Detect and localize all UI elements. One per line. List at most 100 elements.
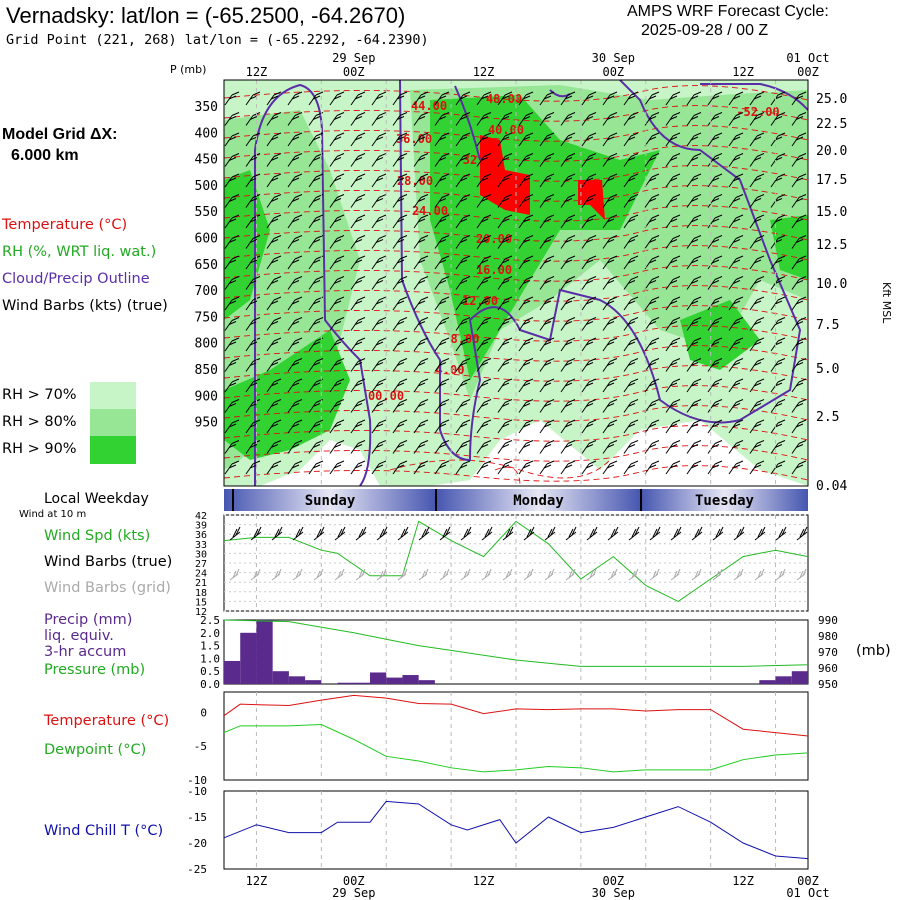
- wind-barb-flag: [774, 403, 783, 407]
- wind-barb-flag: [270, 464, 279, 469]
- wind-barb-staff: [245, 197, 254, 208]
- wind-barb-flag: [546, 419, 555, 424]
- wind-barb: [728, 440, 744, 454]
- wind-barb-flag: [441, 112, 450, 116]
- precip-bar: [272, 671, 289, 684]
- wind-barb: [665, 317, 681, 331]
- wind-barb-flag: [420, 399, 429, 403]
- wind-barb-staff: [518, 361, 527, 372]
- wind-barb: [287, 112, 303, 126]
- wind-barb-flag: [564, 259, 573, 264]
- wind-barb-flag: [231, 112, 240, 116]
- wind-barb-flag: [672, 255, 681, 260]
- wind-barb: [791, 235, 807, 249]
- wind-barb: [623, 337, 639, 352]
- wind-barb: [665, 91, 681, 106]
- surface-wind-barb: [649, 526, 661, 541]
- wind-barb: [581, 337, 597, 352]
- wind-barb-flag: [651, 460, 660, 465]
- top-hour-label: 12Z: [246, 65, 268, 79]
- wind-barb-flag: [354, 177, 363, 182]
- wind-barb-flag: [336, 194, 345, 198]
- wind-barb-flag: [396, 300, 405, 305]
- wind-barb-flag: [480, 444, 489, 448]
- wind-barb-flag: [525, 317, 534, 321]
- wind-barb: [518, 214, 534, 229]
- wind-barb-flag: [459, 382, 468, 387]
- temperature-contour-label: -52.00: [736, 105, 779, 119]
- wind-barb-staff: [455, 258, 464, 270]
- wind-barb-flag: [399, 378, 408, 383]
- wind-barb-flag: [231, 194, 240, 198]
- wind-barb-staff: [266, 422, 275, 434]
- wind-barb-flag: [609, 378, 618, 383]
- wind-barb-flag: [480, 280, 489, 284]
- wind-barb-staff: [392, 299, 401, 311]
- wind-barb: [287, 440, 303, 454]
- wind-barb-flag: [270, 136, 279, 141]
- wind-barb-flag: [483, 235, 492, 239]
- wind-barb-staff: [602, 135, 611, 147]
- wind-barb-staff: [581, 217, 590, 229]
- wind-barb: [707, 317, 723, 331]
- wind-barb-staff: [728, 135, 737, 147]
- wind-barb-flag: [795, 362, 804, 366]
- liq-equiv-legend: liq. equiv.: [44, 628, 114, 644]
- wind-barb-flag: [756, 460, 765, 465]
- wind-barb: [539, 173, 555, 188]
- wind-barb-flag: [777, 419, 786, 424]
- wind-barb: [392, 112, 408, 126]
- wind-barb: [602, 460, 618, 475]
- wind-barb: [623, 358, 639, 372]
- wind-barb-flag: [483, 194, 492, 198]
- wind-barb-staff: [539, 258, 548, 270]
- wind-barb: [770, 460, 786, 475]
- wind-barb-flag: [795, 116, 804, 120]
- wind-barb-staff: [602, 361, 611, 372]
- wind-barb-flag: [672, 337, 681, 342]
- temperature-contour-label: 48.00: [486, 92, 522, 106]
- wind-barb-flag: [567, 399, 576, 403]
- wind-barb: [266, 337, 282, 352]
- wind-barb-staff: [581, 340, 590, 352]
- wind-barb: [539, 399, 555, 413]
- wind-barb-flag: [333, 136, 342, 141]
- wind-barb-staff: [245, 176, 254, 188]
- wind-barb-staff: [665, 340, 674, 352]
- wind-barb-flag: [294, 153, 303, 157]
- wind-barb-flag: [336, 153, 345, 157]
- wind-barb-flag: [312, 259, 321, 264]
- top-hour-label: 00Z: [343, 65, 365, 79]
- wind-barb-flag: [333, 464, 342, 469]
- wind-barb: [287, 296, 303, 311]
- wind-barb-flag: [690, 321, 699, 325]
- wind-barb-flag: [396, 259, 405, 264]
- wind-barb-flag: [336, 419, 345, 424]
- wind-barb: [560, 399, 576, 413]
- wind-barb: [749, 460, 765, 475]
- wind-barb-flag: [669, 444, 678, 448]
- wind-barb-staff: [518, 156, 527, 167]
- wind-barb: [329, 132, 345, 147]
- bottom-hour-label: 12Z: [732, 874, 754, 888]
- wind-barb: [434, 194, 450, 208]
- wind-barb-staff: [707, 176, 716, 188]
- wind-barb-flag: [375, 136, 384, 141]
- wind-barb-flag: [249, 321, 258, 325]
- wind-barb-flag: [249, 341, 258, 346]
- wind-barb-staff: [287, 443, 296, 454]
- surface-wind-barb-grid: [523, 568, 534, 581]
- wind-barb-flag: [294, 235, 303, 239]
- wind-barb-staff: [560, 238, 569, 249]
- wind-barb-flag: [249, 136, 258, 141]
- wind-barb-staff: [728, 258, 737, 270]
- wind-barb-flag: [336, 296, 345, 301]
- wind-barb-flag: [753, 321, 762, 325]
- wind-barb-flag: [354, 157, 363, 161]
- wind-barb-flag: [504, 214, 513, 219]
- wind-barb-staff: [329, 299, 338, 311]
- wind-barb: [581, 378, 597, 393]
- wind-barb-flag: [606, 239, 615, 243]
- wind-barb-staff: [350, 135, 359, 147]
- wind-barb-staff: [245, 463, 254, 475]
